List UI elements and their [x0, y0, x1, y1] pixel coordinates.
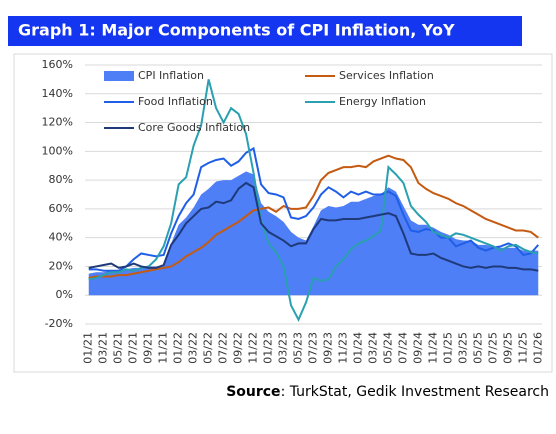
- x-tick-label: 07/24: [396, 332, 409, 364]
- line: [88, 79, 539, 323]
- chart-border: [13, 53, 553, 373]
- y-tick-label: 80%: [49, 173, 73, 186]
- legend-label: CPI Inflation: [138, 69, 204, 82]
- line: [88, 154, 539, 279]
- x-tick-label: 11/21: [157, 332, 170, 364]
- source-label: Source: [226, 384, 280, 400]
- x-tick-label: 05/24: [381, 332, 394, 364]
- source: Source: TurkStat, Gedik Investment Resea…: [226, 384, 549, 400]
- legend-label: Services Inflation: [339, 69, 434, 82]
- y-tick-label: 140%: [42, 87, 73, 100]
- x-tick-label: 03/22: [187, 332, 200, 364]
- x-tick-label: 03/21: [97, 332, 110, 364]
- x-tick-label: 01/25: [441, 332, 454, 364]
- x-tick-label: 11/25: [516, 332, 529, 364]
- x-tick-label: 05/22: [202, 332, 215, 364]
- x-tick-label: 05/21: [112, 332, 125, 364]
- y-tick-label: 120%: [42, 116, 73, 129]
- y-tick-label: 100%: [42, 144, 73, 157]
- x-tick-label: 07/25: [486, 332, 499, 364]
- line: [88, 146, 540, 272]
- x-tick-label: 09/24: [411, 332, 424, 364]
- x-tick-label: 07/22: [217, 332, 230, 364]
- legend-swatch: [104, 71, 134, 81]
- y-tick-label: -20%: [45, 317, 73, 330]
- x-tick-label: 11/23: [336, 332, 349, 364]
- x-tick-label: 01/26: [531, 332, 544, 364]
- x-tick-label: 01/21: [82, 332, 95, 364]
- y-tick-label: 60%: [49, 202, 73, 215]
- x-tick-label: 01/24: [351, 332, 364, 364]
- line: [88, 181, 539, 272]
- x-tick-label: 07/23: [307, 332, 320, 364]
- x-tick-label: 03/25: [456, 332, 469, 364]
- legend-label: Core Goods Inflation: [138, 121, 250, 134]
- y-tick-label: 40%: [49, 231, 73, 244]
- title-bar: [8, 16, 522, 46]
- y-tick-label: 20%: [49, 259, 73, 272]
- area: [88, 171, 539, 296]
- x-tick-label: 09/21: [142, 332, 155, 364]
- x-tick-label: 11/22: [247, 332, 260, 364]
- x-tick-label: 03/24: [366, 332, 379, 364]
- x-tick-label: 01/22: [172, 332, 185, 364]
- x-tick-label: 07/21: [127, 332, 140, 364]
- x-tick-label: 09/23: [321, 332, 334, 364]
- y-tick-label: 0%: [56, 288, 73, 301]
- legend-label: Energy Inflation: [339, 95, 426, 108]
- x-tick-label: 01/23: [262, 332, 275, 364]
- chart-title: Graph 1: Major Components of CPI Inflati…: [18, 21, 455, 40]
- x-tick-label: 09/25: [501, 332, 514, 364]
- legend-label: Food Inflation: [138, 95, 213, 108]
- x-tick-label: 03/23: [277, 332, 290, 364]
- x-tick-label: 05/23: [292, 332, 305, 364]
- x-tick-label: 09/22: [232, 332, 245, 364]
- x-tick-label: 05/25: [471, 332, 484, 364]
- source-text: : TurkStat, Gedik Investment Research: [281, 384, 549, 400]
- x-tick-label: 11/24: [426, 332, 439, 364]
- y-tick-label: 160%: [42, 58, 73, 71]
